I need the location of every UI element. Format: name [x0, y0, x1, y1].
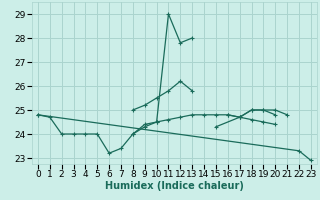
X-axis label: Humidex (Indice chaleur): Humidex (Indice chaleur)	[105, 181, 244, 191]
